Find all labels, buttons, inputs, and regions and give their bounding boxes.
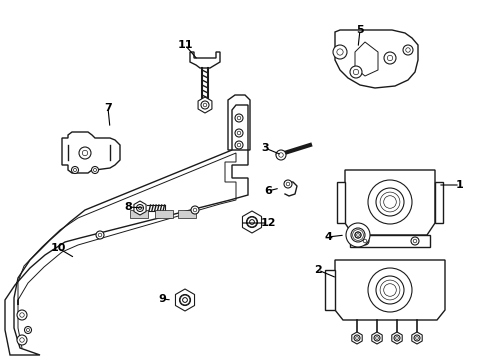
Circle shape (191, 206, 198, 214)
Circle shape (180, 295, 190, 305)
Circle shape (393, 335, 399, 341)
Circle shape (235, 141, 242, 149)
Text: 7: 7 (104, 103, 112, 113)
Polygon shape (371, 332, 381, 344)
Circle shape (375, 276, 403, 304)
Polygon shape (197, 97, 212, 113)
Circle shape (71, 166, 78, 174)
Text: 8: 8 (124, 202, 132, 212)
Circle shape (246, 217, 257, 227)
Circle shape (353, 335, 359, 341)
Text: 3: 3 (261, 143, 268, 153)
Circle shape (373, 335, 379, 341)
Circle shape (410, 237, 418, 245)
Text: 12: 12 (260, 218, 275, 228)
Text: 5: 5 (355, 25, 363, 35)
Circle shape (367, 180, 411, 224)
Circle shape (350, 228, 364, 242)
Circle shape (349, 66, 361, 78)
Bar (155, 210, 173, 218)
Text: 11: 11 (177, 40, 192, 50)
Circle shape (91, 166, 98, 174)
Circle shape (375, 188, 403, 216)
Circle shape (96, 231, 104, 239)
Polygon shape (354, 42, 377, 76)
Polygon shape (344, 170, 434, 235)
Circle shape (179, 295, 190, 306)
Circle shape (333, 45, 346, 59)
Polygon shape (134, 201, 146, 215)
Text: 9: 9 (158, 294, 166, 304)
Circle shape (413, 335, 419, 341)
Text: 2: 2 (314, 265, 321, 275)
Polygon shape (175, 289, 194, 311)
Circle shape (345, 223, 369, 247)
Circle shape (200, 101, 209, 109)
Polygon shape (5, 150, 247, 355)
Text: 4: 4 (323, 232, 331, 242)
Polygon shape (334, 30, 417, 88)
Circle shape (402, 45, 412, 55)
Polygon shape (351, 332, 362, 344)
Text: 10: 10 (50, 243, 65, 253)
Text: 1: 1 (455, 180, 463, 190)
Text: 6: 6 (263, 186, 272, 196)
Circle shape (235, 129, 242, 137)
Polygon shape (62, 132, 120, 173)
Circle shape (25, 327, 31, 333)
Polygon shape (324, 270, 334, 310)
Circle shape (284, 180, 291, 188)
Circle shape (275, 150, 286, 160)
Polygon shape (391, 332, 401, 344)
Polygon shape (334, 260, 444, 320)
Circle shape (17, 310, 27, 320)
Circle shape (360, 237, 368, 245)
Circle shape (367, 268, 411, 312)
Polygon shape (411, 332, 422, 344)
Polygon shape (336, 182, 344, 223)
Circle shape (136, 205, 143, 211)
Circle shape (17, 335, 27, 345)
Bar (178, 210, 196, 218)
Polygon shape (242, 211, 261, 233)
Polygon shape (190, 52, 220, 68)
Circle shape (383, 52, 395, 64)
Polygon shape (434, 182, 442, 223)
Circle shape (235, 114, 242, 122)
Polygon shape (349, 235, 429, 247)
Circle shape (79, 147, 91, 159)
Circle shape (354, 232, 360, 238)
Polygon shape (227, 95, 249, 150)
Bar (130, 210, 148, 218)
Circle shape (246, 216, 257, 227)
